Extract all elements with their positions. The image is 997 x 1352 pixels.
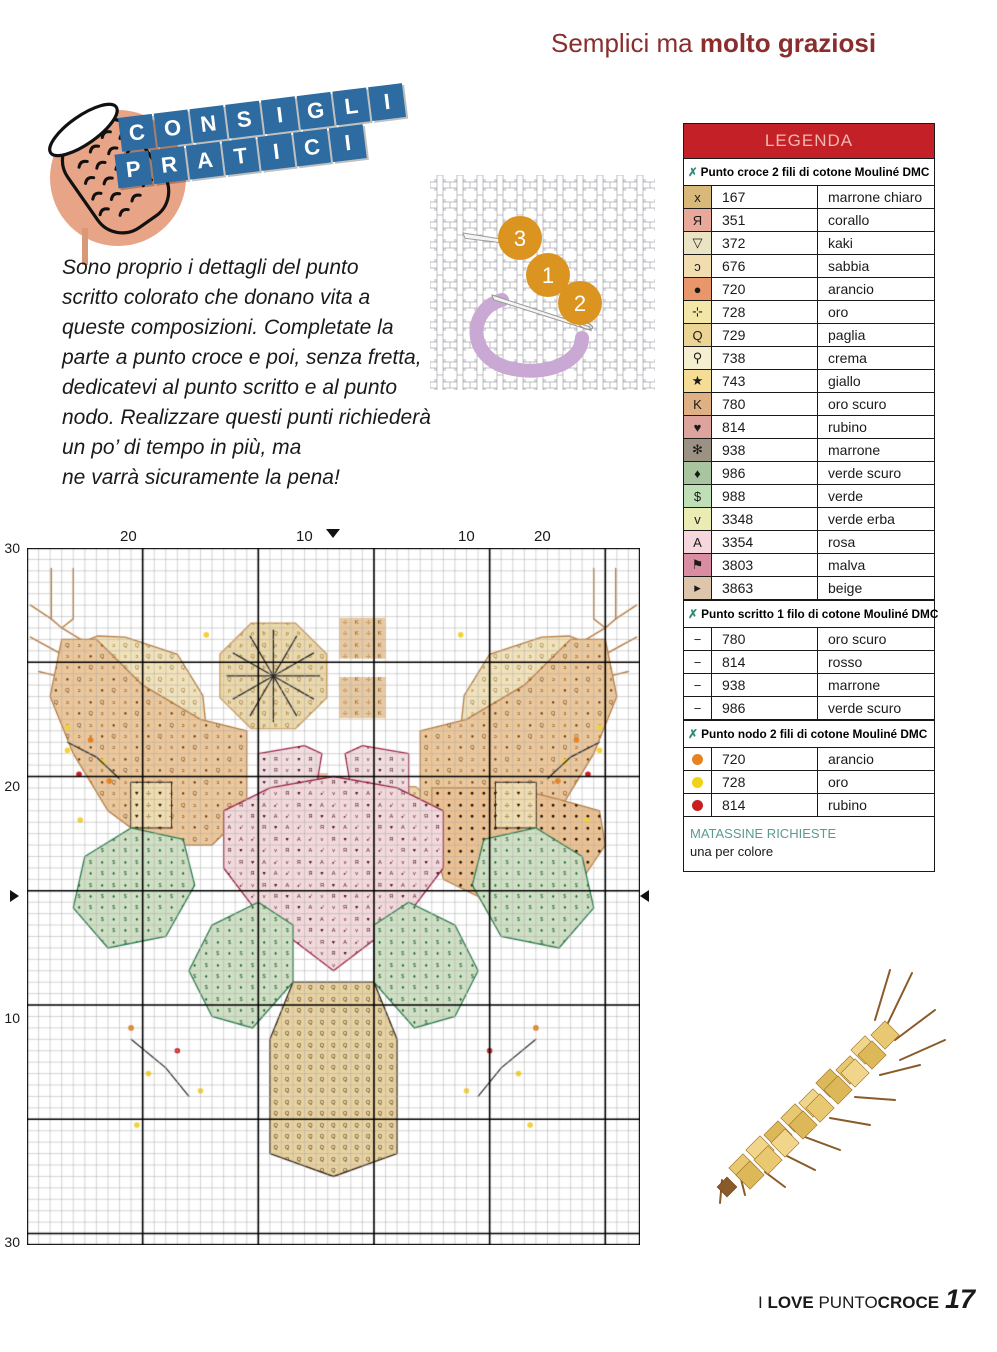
svg-text:3: 3 (514, 226, 526, 251)
svg-text:1: 1 (542, 263, 554, 288)
svg-text:2: 2 (574, 291, 586, 316)
